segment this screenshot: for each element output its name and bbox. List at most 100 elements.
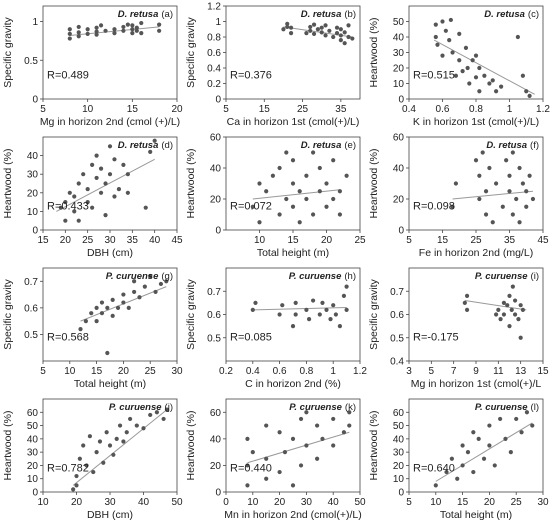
data-point bbox=[139, 31, 144, 36]
data-point bbox=[320, 436, 325, 441]
data-point bbox=[510, 150, 515, 155]
data-point bbox=[290, 324, 296, 329]
data-point bbox=[505, 303, 510, 308]
data-point bbox=[97, 439, 103, 444]
data-point bbox=[504, 158, 509, 163]
data-point bbox=[462, 300, 467, 305]
data-point bbox=[94, 25, 99, 30]
data-point bbox=[71, 487, 76, 492]
species-name: D. retusa bbox=[301, 140, 342, 151]
data-point bbox=[143, 205, 148, 210]
y-tick-label: 20 bbox=[27, 188, 39, 199]
data-point bbox=[112, 31, 117, 36]
panel-title: D. retusa (d) bbox=[118, 140, 173, 151]
data-point bbox=[487, 81, 492, 86]
y-tick-label: 50 bbox=[393, 17, 405, 28]
x-tick-label: 13 bbox=[515, 366, 527, 377]
data-point bbox=[463, 45, 469, 50]
data-point bbox=[87, 434, 92, 439]
data-point bbox=[350, 36, 355, 41]
species-name: D. retusa bbox=[118, 9, 159, 20]
data-point bbox=[110, 313, 115, 318]
data-point bbox=[487, 423, 492, 428]
data-point bbox=[67, 190, 72, 195]
data-point bbox=[507, 189, 512, 194]
data-point bbox=[298, 463, 304, 468]
x-tick-label: 0.6 bbox=[436, 104, 450, 115]
data-point bbox=[121, 300, 126, 305]
data-point bbox=[516, 317, 521, 322]
data-point bbox=[63, 200, 68, 205]
data-point bbox=[290, 483, 296, 488]
data-point bbox=[443, 28, 448, 33]
trend-line bbox=[464, 300, 527, 311]
data-point bbox=[337, 189, 342, 194]
data-point bbox=[134, 25, 139, 30]
data-point bbox=[164, 407, 170, 412]
data-point bbox=[130, 31, 135, 36]
data-point bbox=[514, 416, 519, 422]
y-tick-label: 0.6 bbox=[207, 310, 221, 321]
data-point bbox=[317, 165, 322, 171]
data-point bbox=[58, 205, 63, 210]
panel-3: 0.4 0.6 0.8 1 1.2 0 10 20 30 40 50 K in horizon 1st… bbox=[368, 5, 550, 128]
data-point bbox=[344, 173, 349, 178]
data-point bbox=[319, 30, 324, 35]
data-point bbox=[111, 452, 116, 457]
data-point bbox=[319, 25, 324, 30]
y-tick-label: 40 bbox=[27, 151, 39, 162]
y-tick-label: 30 bbox=[393, 48, 405, 59]
y-axis-label: Specific gravity bbox=[368, 278, 380, 349]
y-tick-label: 20 bbox=[210, 461, 222, 472]
y-tick-label: 20 bbox=[27, 461, 39, 472]
data-point bbox=[514, 196, 519, 202]
data-point bbox=[508, 450, 513, 455]
panel-letter: (a) bbox=[161, 9, 173, 20]
x-axis-label: DBH (cm) bbox=[87, 247, 133, 259]
data-point bbox=[496, 307, 501, 312]
y-tick-label: 40 bbox=[393, 434, 405, 445]
data-point bbox=[130, 27, 135, 32]
data-point bbox=[342, 30, 347, 35]
data-point bbox=[250, 204, 255, 209]
data-point bbox=[498, 416, 503, 422]
data-point bbox=[158, 281, 164, 287]
data-point bbox=[444, 469, 449, 475]
data-point bbox=[245, 483, 250, 488]
data-point bbox=[125, 172, 130, 177]
y-axis-label: Specific gravity bbox=[2, 278, 14, 349]
data-point bbox=[290, 436, 296, 441]
data-point bbox=[433, 483, 438, 488]
y-tick-label: 30 bbox=[393, 448, 405, 459]
y-tick-label: 0.5 bbox=[24, 56, 38, 67]
y-tick-label: 0 bbox=[32, 488, 38, 499]
x-tick-label: 0 bbox=[223, 497, 229, 508]
data-point bbox=[347, 410, 352, 415]
x-tick-label: 10 bbox=[430, 497, 442, 508]
data-point bbox=[115, 305, 121, 310]
data-point bbox=[304, 173, 309, 178]
data-point bbox=[105, 305, 110, 310]
data-point bbox=[297, 189, 302, 194]
data-point bbox=[257, 220, 262, 225]
y-tick-label: 0.7 bbox=[390, 287, 404, 298]
data-point bbox=[281, 27, 286, 32]
data-point bbox=[346, 23, 351, 28]
x-tick-label: 40 bbox=[149, 235, 161, 246]
data-point bbox=[304, 307, 309, 312]
correlation-label: R=0.376 bbox=[230, 70, 272, 82]
panel-title: P. curuense (l) bbox=[475, 402, 539, 413]
x-axis-label: Mn in horizon 2nd (cmol(+)/L) bbox=[224, 509, 361, 521]
plot-frame bbox=[408, 398, 544, 493]
x-tick-label: 10 bbox=[37, 497, 49, 508]
data-point bbox=[148, 273, 153, 279]
data-point bbox=[76, 30, 81, 35]
data-point bbox=[346, 34, 351, 40]
data-point bbox=[331, 443, 336, 448]
x-tick-label: 1.2 bbox=[536, 104, 550, 115]
species-name: P. curuense bbox=[475, 271, 528, 282]
data-point bbox=[152, 138, 157, 143]
data-point bbox=[440, 19, 445, 24]
x-tick-label: 11 bbox=[493, 366, 504, 377]
